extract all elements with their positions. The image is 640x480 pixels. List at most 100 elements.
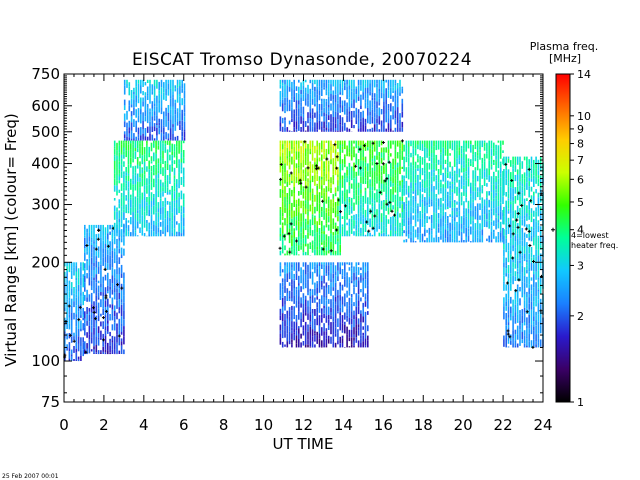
data-cell: [100, 352, 102, 354]
data-cell: [362, 110, 364, 118]
y-tick-label: 400: [31, 155, 60, 173]
data-cell: [433, 172, 435, 177]
data-cell: [493, 159, 495, 162]
data-cell: [334, 192, 337, 197]
data-cell: [528, 246, 530, 254]
data-cell: [507, 198, 510, 201]
data-cell: [144, 110, 147, 114]
data-cell: [505, 273, 507, 277]
data-cell: [344, 154, 346, 157]
data-cell: [123, 190, 125, 196]
data-cell: [171, 229, 173, 233]
data-cell: [348, 85, 351, 90]
data-cell: [341, 127, 344, 132]
data-cell: [182, 175, 185, 180]
data-cell: [288, 331, 291, 341]
data-cell: [327, 299, 330, 304]
data-cell: [302, 117, 305, 121]
data-cell: [360, 235, 362, 237]
data-cell: [171, 223, 173, 230]
data-cell: [376, 83, 378, 88]
data-cell: [314, 325, 316, 332]
data-cell: [426, 187, 428, 192]
data-cell: [341, 343, 344, 348]
data-cell: [113, 353, 116, 355]
data-cell: [155, 183, 157, 192]
data-cell: [288, 247, 291, 252]
data-cell: [68, 318, 71, 324]
data-cell: [135, 102, 137, 107]
data-cell: [523, 187, 526, 196]
data-cell: [123, 140, 125, 143]
data-cell: [95, 301, 98, 306]
data-cell: [314, 331, 316, 334]
data-cell: [419, 156, 421, 160]
data-cell: [330, 103, 332, 111]
data-cell: [510, 204, 512, 214]
data-cell: [505, 318, 507, 326]
data-cell: [523, 253, 526, 259]
data-cell: [73, 287, 75, 294]
data-cell: [334, 333, 337, 337]
data-cell: [341, 315, 344, 324]
data-cell: [369, 79, 371, 84]
data-cell: [364, 234, 367, 237]
data-cell: [371, 206, 374, 214]
data-cell: [481, 140, 484, 148]
data-cell: [465, 189, 467, 193]
data-cell: [341, 234, 344, 237]
data-cell: [512, 338, 514, 344]
data-cell: [451, 218, 454, 225]
data-cell: [288, 177, 291, 186]
data-cell: [179, 124, 181, 130]
data-cell: [156, 125, 158, 128]
data-cell: [130, 182, 132, 190]
data-cell: [537, 249, 540, 256]
colorbar-tick-label: 4: [577, 224, 584, 237]
data-cell: [490, 208, 493, 212]
data-cell: [148, 229, 150, 235]
data-cell: [123, 121, 126, 128]
plus-marker: [321, 247, 325, 251]
data-cell: [362, 210, 364, 215]
data-cell: [118, 307, 121, 311]
data-cell: [279, 273, 282, 277]
data-cell: [479, 168, 481, 176]
data-cell: [521, 339, 524, 344]
data-cell: [126, 130, 128, 137]
data-cell: [339, 107, 341, 113]
data-cell: [533, 195, 535, 201]
data-cell: [488, 235, 490, 240]
data-cell: [528, 201, 530, 210]
data-cell: [414, 229, 417, 238]
data-cell: [109, 289, 111, 299]
data-cell: [424, 163, 426, 171]
data-cell: [302, 298, 305, 304]
data-cell: [307, 344, 309, 348]
data-cell: [467, 140, 470, 149]
data-cell: [327, 200, 330, 204]
data-cell: [505, 257, 507, 262]
data-cell: [390, 200, 392, 208]
data-cell: [151, 104, 154, 109]
data-cell: [472, 170, 474, 175]
plus-marker: [511, 256, 515, 260]
data-cell: [300, 94, 302, 98]
data-cell: [412, 182, 415, 192]
data-cell: [346, 127, 348, 132]
data-cell: [178, 145, 180, 154]
data-cell: [357, 113, 360, 119]
data-cell: [334, 153, 337, 162]
data-cell: [163, 82, 165, 89]
data-region: [63, 262, 84, 362]
plus-marker: [524, 227, 528, 231]
data-cell: [444, 238, 447, 242]
data-cell: [499, 194, 502, 203]
data-cell: [512, 307, 514, 317]
data-cell: [181, 126, 183, 132]
data-cell: [355, 262, 358, 267]
data-cell: [80, 292, 82, 296]
data-cell: [300, 116, 302, 124]
data-cell: [364, 338, 367, 346]
data-cell: [357, 118, 360, 121]
